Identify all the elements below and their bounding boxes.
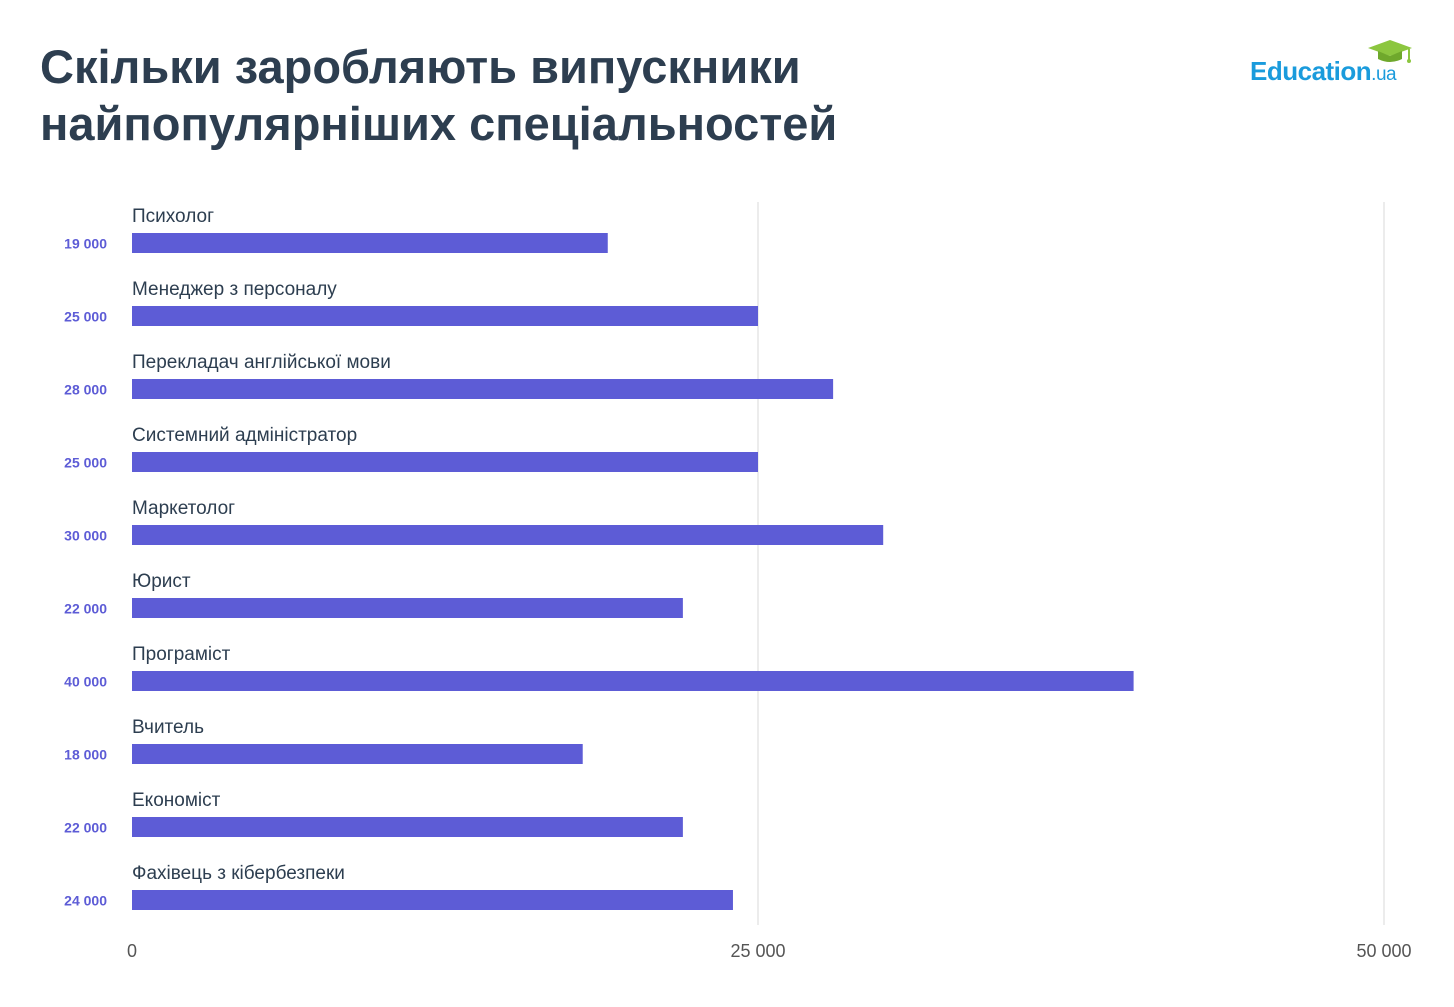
bar [132, 890, 733, 910]
salary-bar-chart: 0 25 000 50 000 Психолог 19 000 Менеджер з пе… [64, 202, 1412, 961]
value-label: 24 000 [64, 893, 107, 909]
x-tick-label: 25 000 [730, 941, 785, 961]
chart-title-line-1: Скільки заробляють випускники [40, 40, 801, 93]
value-label: 19 000 [64, 236, 107, 252]
value-label: 28 000 [64, 382, 107, 398]
bar [132, 525, 884, 545]
logo-suffix-text: .ua [1371, 64, 1397, 85]
category-label: Перекладач англійської мови [132, 352, 391, 373]
value-label: 22 000 [64, 820, 107, 836]
category-label: Вчитель [132, 717, 204, 738]
x-tick-label: 0 [127, 941, 137, 961]
bar [132, 306, 758, 326]
bar [132, 817, 683, 837]
bar [132, 744, 583, 764]
value-label: 30 000 [64, 528, 107, 544]
bar [132, 671, 1134, 691]
category-label: Маркетолог [132, 498, 235, 519]
graduation-cap-icon [1368, 40, 1412, 63]
bar [132, 379, 834, 399]
category-label: Програміст [132, 644, 231, 665]
bar [132, 233, 608, 253]
category-label: Економіст [132, 790, 221, 811]
value-label: 22 000 [64, 601, 107, 617]
value-label: 18 000 [64, 747, 107, 763]
value-label: 40 000 [64, 674, 107, 690]
category-label: Психолог [132, 206, 214, 227]
value-label: 25 000 [64, 309, 107, 325]
value-label: 25 000 [64, 455, 107, 471]
category-label: Юрист [132, 571, 191, 592]
logo-main-text: Education [1250, 56, 1372, 86]
chart-title: Скільки заробляють випускники найпопуляр… [40, 38, 837, 152]
bar [132, 598, 683, 618]
bar [132, 452, 758, 472]
category-label: Фахівець з кібербезпеки [132, 863, 345, 884]
category-label: Системний адміністратор [132, 425, 357, 446]
category-label: Менеджер з персоналу [132, 279, 337, 300]
x-tick-label: 50 000 [1356, 941, 1411, 961]
chart-title-line-2: найпопулярніших спеціальностей [40, 97, 838, 150]
education-ua-logo: Education.ua [1250, 38, 1420, 90]
logo-text: Education.ua [1250, 56, 1397, 87]
